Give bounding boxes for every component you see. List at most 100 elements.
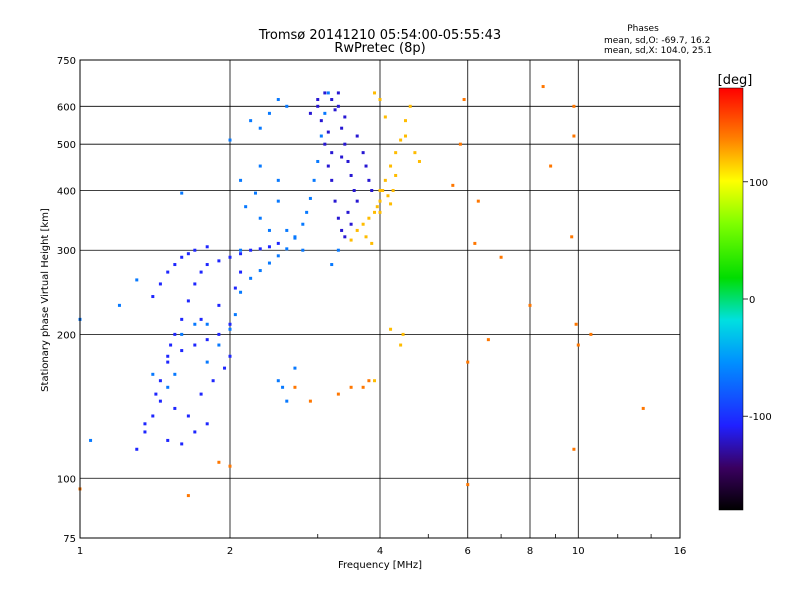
data-point [193, 343, 197, 347]
data-point [399, 343, 403, 347]
data-point [180, 349, 184, 353]
data-point [417, 159, 421, 163]
data-point [462, 98, 466, 102]
data-point [89, 438, 93, 442]
data-point [180, 442, 184, 446]
data-point [173, 332, 177, 336]
data-point [352, 188, 356, 192]
colorbar-ticks: 100 0 -100 [743, 178, 772, 423]
data-point [166, 385, 170, 389]
data-point [308, 196, 312, 200]
data-point [217, 332, 221, 336]
data-point [173, 406, 177, 410]
data-point [244, 205, 248, 209]
data-point [346, 159, 350, 163]
data-point [370, 188, 374, 192]
data-point [276, 98, 280, 102]
data-point [228, 255, 232, 259]
data-point [349, 222, 353, 226]
y-tick-label: 500 [57, 140, 76, 151]
data-point [285, 247, 289, 251]
chart-subtitle: RwPretec (8p) [334, 41, 425, 56]
y-tick-label: 400 [57, 186, 76, 197]
data-point [223, 366, 227, 370]
data-point [301, 222, 305, 226]
colorbar-tick-label: -100 [749, 412, 772, 423]
data-point [641, 406, 645, 410]
data-point [186, 299, 190, 303]
data-point [239, 270, 243, 274]
data-point [186, 414, 190, 418]
data-point [378, 199, 382, 203]
data-point [258, 247, 262, 251]
data-point [276, 178, 280, 182]
data-point [239, 178, 243, 182]
data-point [258, 126, 262, 130]
x-tick-label: 10 [572, 546, 585, 557]
data-point [239, 248, 243, 252]
data-point [572, 104, 576, 108]
data-point [199, 392, 203, 396]
data-point [193, 282, 197, 286]
data-point [233, 313, 237, 317]
data-point [308, 399, 312, 403]
data-point [389, 202, 393, 206]
data-point [308, 111, 312, 115]
data-point [285, 399, 289, 403]
data-point [301, 248, 305, 252]
data-point [499, 255, 503, 259]
data-point [239, 290, 243, 294]
data-point [330, 178, 334, 182]
data-point [370, 241, 374, 245]
data-point [151, 295, 155, 299]
data-point [330, 263, 334, 267]
data-point [399, 138, 403, 142]
data-point [528, 303, 532, 307]
data-point [330, 151, 334, 155]
x-axis-ticks: 1 2 4 6 8 10 16 [77, 534, 686, 557]
data-point [228, 327, 232, 331]
data-point [258, 164, 262, 168]
data-point [330, 98, 334, 102]
data-point [383, 115, 387, 119]
data-point [323, 91, 327, 95]
data-point [173, 263, 177, 267]
x-tick-label: 4 [377, 546, 383, 557]
colorbar-tick-label: 0 [749, 295, 755, 306]
data-point [408, 104, 412, 108]
data-point [267, 245, 271, 249]
data-point [572, 447, 576, 451]
data-point [205, 322, 209, 326]
data-point [166, 360, 170, 364]
data-point [285, 228, 289, 232]
data-point [589, 332, 593, 336]
data-point [336, 104, 340, 108]
x-tick-label: 8 [527, 546, 533, 557]
data-point [378, 98, 382, 102]
data-point [333, 108, 337, 112]
data-point [173, 372, 177, 376]
data-point [312, 178, 316, 182]
data-point [336, 248, 340, 252]
data-point [228, 464, 232, 468]
y-tick-label: 75 [63, 534, 76, 545]
data-point [205, 245, 209, 249]
data-point [373, 379, 377, 383]
data-point [473, 241, 477, 245]
data-point [316, 98, 320, 102]
data-point [199, 270, 203, 274]
data-point [305, 210, 309, 214]
data-point [375, 205, 379, 209]
data-point [373, 91, 377, 95]
legend-line-o: mean, sd,O: -69.7, 16.2 [604, 36, 710, 46]
data-point [276, 199, 280, 203]
data-point [258, 216, 262, 220]
data-point [333, 199, 337, 203]
data-point [199, 317, 203, 321]
data-point [549, 164, 553, 168]
data-point [323, 142, 327, 146]
data-point [401, 332, 405, 336]
data-point [367, 178, 371, 182]
data-point [378, 188, 382, 192]
data-point [336, 216, 340, 220]
